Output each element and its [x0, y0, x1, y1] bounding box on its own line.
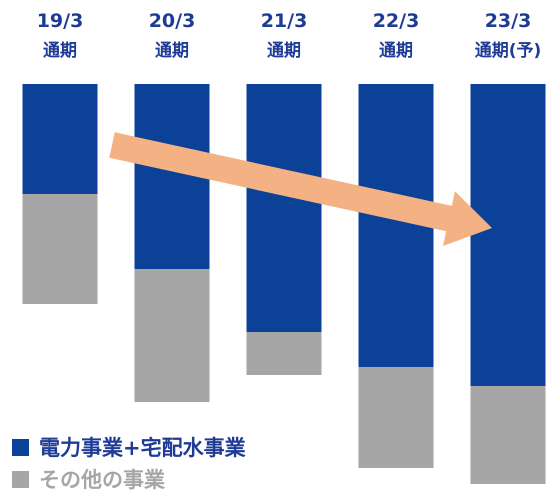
bar-other-20-3 [134, 269, 210, 402]
bar-power-water-23-3 [470, 84, 546, 386]
legend-swatch-other [12, 471, 29, 488]
legend-label-power-water: 電力事業+宅配水事業 [39, 436, 246, 460]
period-sublabel: 通期 [379, 41, 413, 61]
period-sublabel: 通期 [267, 41, 301, 61]
bar-power-water-21-3 [246, 84, 322, 332]
period-label: 19/3 [36, 10, 84, 32]
category-header-22-3: 22/3 通期 [341, 6, 451, 66]
period-label: 22/3 [372, 10, 420, 32]
period-label: 20/3 [148, 10, 196, 32]
period-sublabel: 通期 [43, 41, 77, 61]
bar-other-22-3 [358, 367, 434, 468]
legend-item-other: その他の事業 [12, 464, 165, 494]
category-header-21-3: 21/3 通期 [229, 6, 339, 66]
period-label: 23/3 [484, 10, 532, 32]
category-header-20-3: 20/3 通期 [117, 6, 227, 66]
bar-other-19-3 [22, 194, 98, 304]
bar-other-23-3 [470, 386, 546, 484]
legend-label-other: その他の事業 [39, 468, 165, 492]
period-label: 21/3 [260, 10, 308, 32]
period-sublabel: 通期(予) [474, 41, 542, 61]
bar-power-water-19-3 [22, 84, 98, 194]
period-sublabel: 通期 [155, 41, 189, 61]
trend-arrow [109, 132, 492, 246]
legend-item-power-water: 電力事業+宅配水事業 [12, 432, 246, 462]
legend-swatch-power-water [12, 439, 29, 456]
category-header-23-3: 23/3 通期(予) [453, 6, 552, 66]
category-header-19-3: 19/3 通期 [5, 6, 115, 66]
bar-other-21-3 [246, 332, 322, 375]
trend-arrow-shape [109, 132, 492, 246]
